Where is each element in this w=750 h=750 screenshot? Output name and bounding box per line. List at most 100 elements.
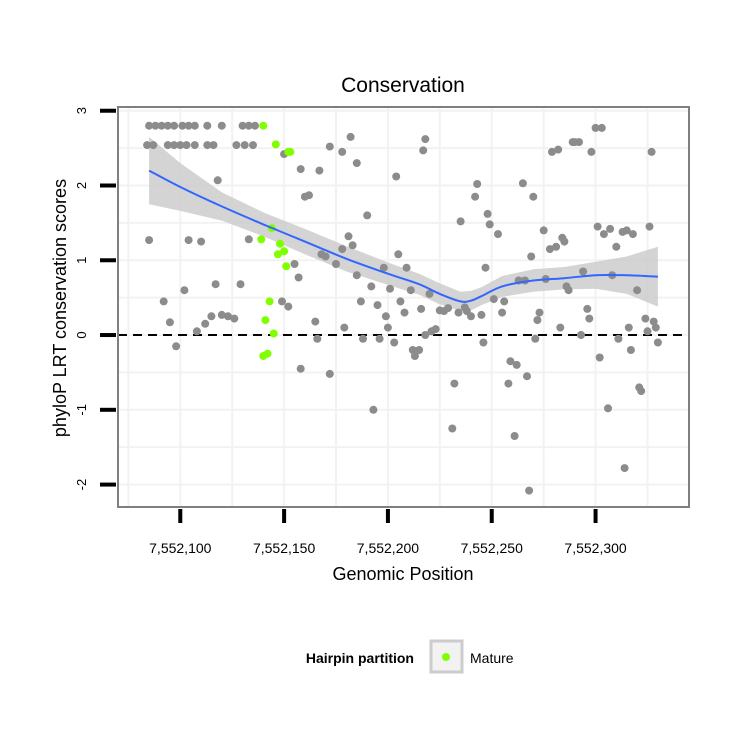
- data-point: [417, 304, 426, 313]
- data-point: [583, 304, 592, 313]
- data-point: [348, 241, 357, 250]
- data-point: [518, 179, 527, 188]
- data-point: [284, 302, 293, 311]
- mature-point: [265, 297, 274, 306]
- data-point: [612, 242, 621, 251]
- confidence-ribbon: [149, 136, 658, 312]
- data-point: [512, 360, 521, 369]
- data-point: [340, 323, 349, 332]
- data-point: [369, 405, 378, 414]
- data-point: [597, 123, 606, 132]
- data-point: [575, 138, 583, 147]
- data-point: [157, 121, 166, 130]
- data-point: [165, 318, 174, 327]
- data-point: [356, 297, 365, 306]
- data-point: [425, 289, 434, 298]
- data-point: [390, 338, 399, 347]
- mature-point: [261, 316, 270, 325]
- data-point: [649, 317, 658, 326]
- data-point: [454, 308, 463, 317]
- data-point: [170, 121, 179, 130]
- data-point: [637, 387, 646, 396]
- data-point: [467, 312, 475, 321]
- data-point: [311, 317, 320, 326]
- data-point: [211, 280, 220, 289]
- data-point: [410, 352, 419, 360]
- data-point: [159, 297, 168, 306]
- data-point: [595, 353, 604, 362]
- data-point: [431, 325, 440, 334]
- data-point: [313, 334, 322, 343]
- data-point: [604, 404, 612, 413]
- data-point: [489, 295, 498, 304]
- data-point: [504, 379, 513, 388]
- data-point: [396, 297, 405, 306]
- data-point: [232, 141, 241, 150]
- panel-border: [117, 106, 690, 508]
- chart-title: Conservation: [341, 74, 465, 97]
- data-point: [531, 334, 540, 343]
- legend: Hairpin partition Mature: [306, 639, 514, 674]
- mature-point: [257, 235, 266, 244]
- data-point: [599, 230, 608, 239]
- data-point: [535, 308, 544, 317]
- data-point: [392, 172, 401, 181]
- data-point: [402, 263, 411, 272]
- data-point: [163, 141, 172, 150]
- x-tick-label: 7,552,100: [149, 540, 211, 556]
- legend-title: Hairpin partition: [306, 650, 414, 666]
- data-point: [641, 314, 650, 323]
- mature-point: [269, 329, 278, 338]
- data-point: [236, 280, 245, 289]
- data-point: [190, 121, 199, 130]
- data-point: [645, 222, 654, 231]
- data-point: [591, 123, 600, 132]
- data-point: [556, 323, 565, 332]
- data-point: [296, 364, 305, 373]
- data-point: [149, 141, 158, 150]
- data-point: [290, 260, 299, 268]
- data-point: [545, 245, 554, 254]
- confidence-ribbon-group: [149, 136, 658, 312]
- mature-point: [273, 250, 282, 259]
- mature-point: [271, 140, 280, 149]
- data-point: [170, 141, 179, 150]
- data-point: [500, 297, 509, 306]
- data-point: [448, 424, 457, 433]
- y-axis-title: phyloP LRT conservation scores: [50, 179, 70, 437]
- data-point: [184, 236, 193, 245]
- data-point: [647, 147, 656, 156]
- data-point: [444, 304, 453, 313]
- data-point: [325, 142, 334, 151]
- data-point: [321, 252, 330, 261]
- data-point: [533, 316, 542, 325]
- data-point: [419, 146, 428, 155]
- data-point: [213, 176, 222, 185]
- data-point: [296, 165, 305, 174]
- mature-point: [259, 352, 268, 360]
- data-point: [450, 379, 459, 388]
- data-point: [564, 286, 573, 295]
- smooth-line-group: [148, 169, 658, 303]
- data-point: [643, 327, 652, 336]
- data-point: [606, 224, 615, 233]
- data-point: [651, 323, 660, 332]
- data-point: [325, 369, 334, 378]
- data-point: [190, 141, 199, 150]
- data-point: [143, 141, 152, 150]
- data-point: [240, 141, 249, 150]
- data-point: [408, 346, 417, 354]
- x-tick-label: 7,552,300: [564, 540, 626, 556]
- data-point: [587, 147, 596, 156]
- data-point: [217, 310, 226, 319]
- data-point: [217, 121, 226, 130]
- data-point: [244, 121, 253, 130]
- data-point: [620, 464, 629, 473]
- data-point: [346, 132, 355, 141]
- data-point: [523, 372, 531, 381]
- data-point: [593, 222, 602, 231]
- data-point: [251, 121, 259, 130]
- data-point: [363, 211, 372, 220]
- data-point: [494, 230, 502, 239]
